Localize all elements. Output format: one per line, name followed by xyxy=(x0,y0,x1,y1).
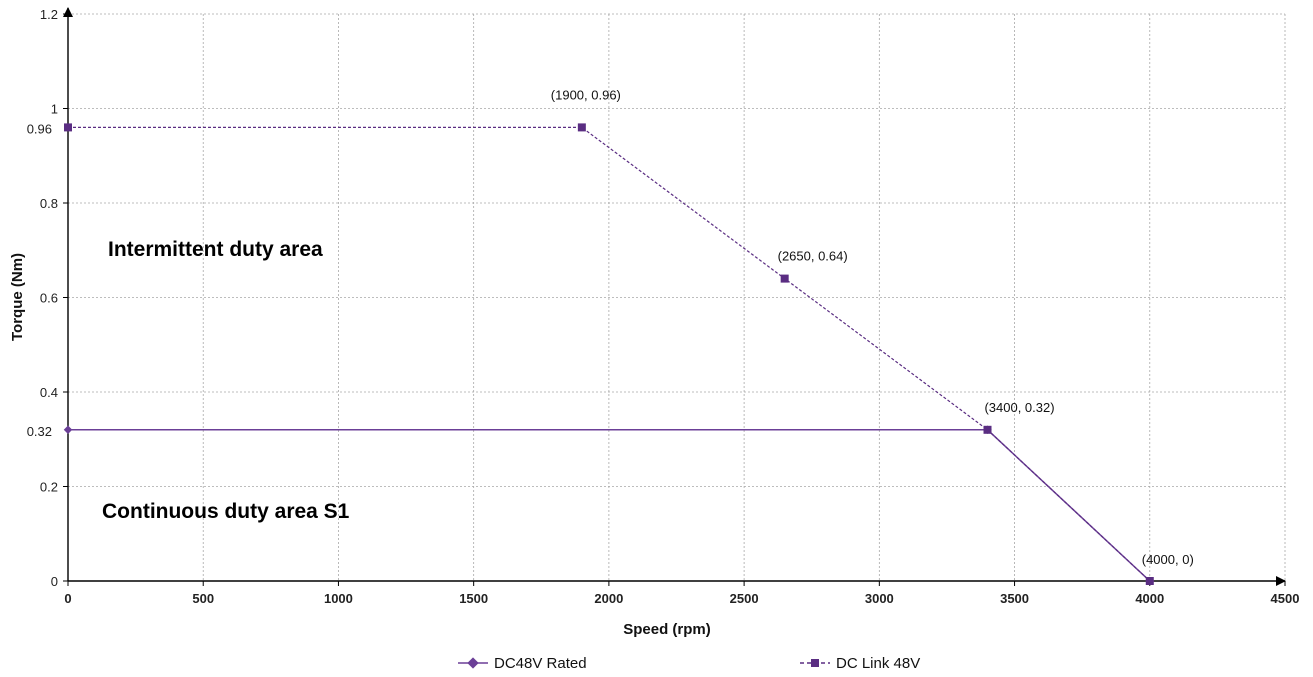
square-marker-point xyxy=(1145,577,1154,585)
point-annotation: (1900, 0.96) xyxy=(551,87,621,102)
y-tick-label: 0.2 xyxy=(40,480,58,495)
x-tick-label: 2000 xyxy=(594,591,623,606)
x-tick-label: 1000 xyxy=(324,591,353,606)
x-tick-label: 2500 xyxy=(730,591,759,606)
area-label-intermittent: Intermittent duty area xyxy=(108,238,323,261)
y-tick-label: 1.2 xyxy=(40,7,58,22)
point-annotation: (3400, 0.32) xyxy=(984,400,1054,415)
x-tick-label: 0 xyxy=(64,591,71,606)
legend-item-dc48v-rated: DC48V Rated xyxy=(458,655,587,672)
side-value-label: 0.32 xyxy=(27,424,52,439)
side-value-label: 0.96 xyxy=(27,121,52,136)
diamond-marker-point xyxy=(63,425,73,435)
legend-label-dc48v-rated: DC48V Rated xyxy=(494,655,587,672)
legend-square-marker xyxy=(811,659,819,667)
square-marker-point xyxy=(780,274,789,283)
y-tick-label: 0.8 xyxy=(40,196,58,211)
x-tick-label: 4000 xyxy=(1135,591,1164,606)
square-marker-point xyxy=(983,425,992,434)
y-tick-label: 0.4 xyxy=(40,385,58,400)
annotations: (1900, 0.96) (2650, 0.64) (3400, 0.32) (400… xyxy=(551,87,1194,567)
legend-label-dc-link-48v: DC Link 48V xyxy=(836,655,920,672)
x-tick-label: 3000 xyxy=(865,591,894,606)
point-annotation: (4000, 0) xyxy=(1142,552,1194,567)
x-tick-label: 500 xyxy=(192,591,214,606)
tick-labels: 0 500 1000 1500 2000 2500 3000 3500 4000 4500 0 0.2… xyxy=(27,7,1300,606)
legend: DC48V Rated DC Link 48V xyxy=(458,655,920,672)
y-tick-label: 1 xyxy=(51,102,58,117)
y-axis-title: Torque (Nm) xyxy=(9,253,26,341)
grid xyxy=(68,13,1286,581)
y-tick-label: 0.6 xyxy=(40,291,58,306)
series-dc-link-48v xyxy=(64,123,1154,585)
x-tick-label: 3500 xyxy=(1000,591,1029,606)
y-tick-label: 0 xyxy=(51,574,58,589)
axes xyxy=(63,7,1286,586)
x-tick-label: 1500 xyxy=(459,591,488,606)
area-label-continuous: Continuous duty area S1 xyxy=(102,500,350,523)
legend-diamond-marker xyxy=(467,657,479,669)
square-marker-point xyxy=(577,123,586,132)
x-axis-title: Speed (rpm) xyxy=(623,621,711,638)
x-tick-label: 4500 xyxy=(1271,591,1300,606)
series-layer xyxy=(63,123,1155,586)
square-marker-point xyxy=(64,123,72,132)
x-axis-arrow-icon xyxy=(1276,576,1286,586)
point-annotation: (2650, 0.64) xyxy=(778,249,848,264)
legend-item-dc-link-48v: DC Link 48V xyxy=(800,655,920,672)
y-axis-arrow-icon xyxy=(63,7,73,17)
